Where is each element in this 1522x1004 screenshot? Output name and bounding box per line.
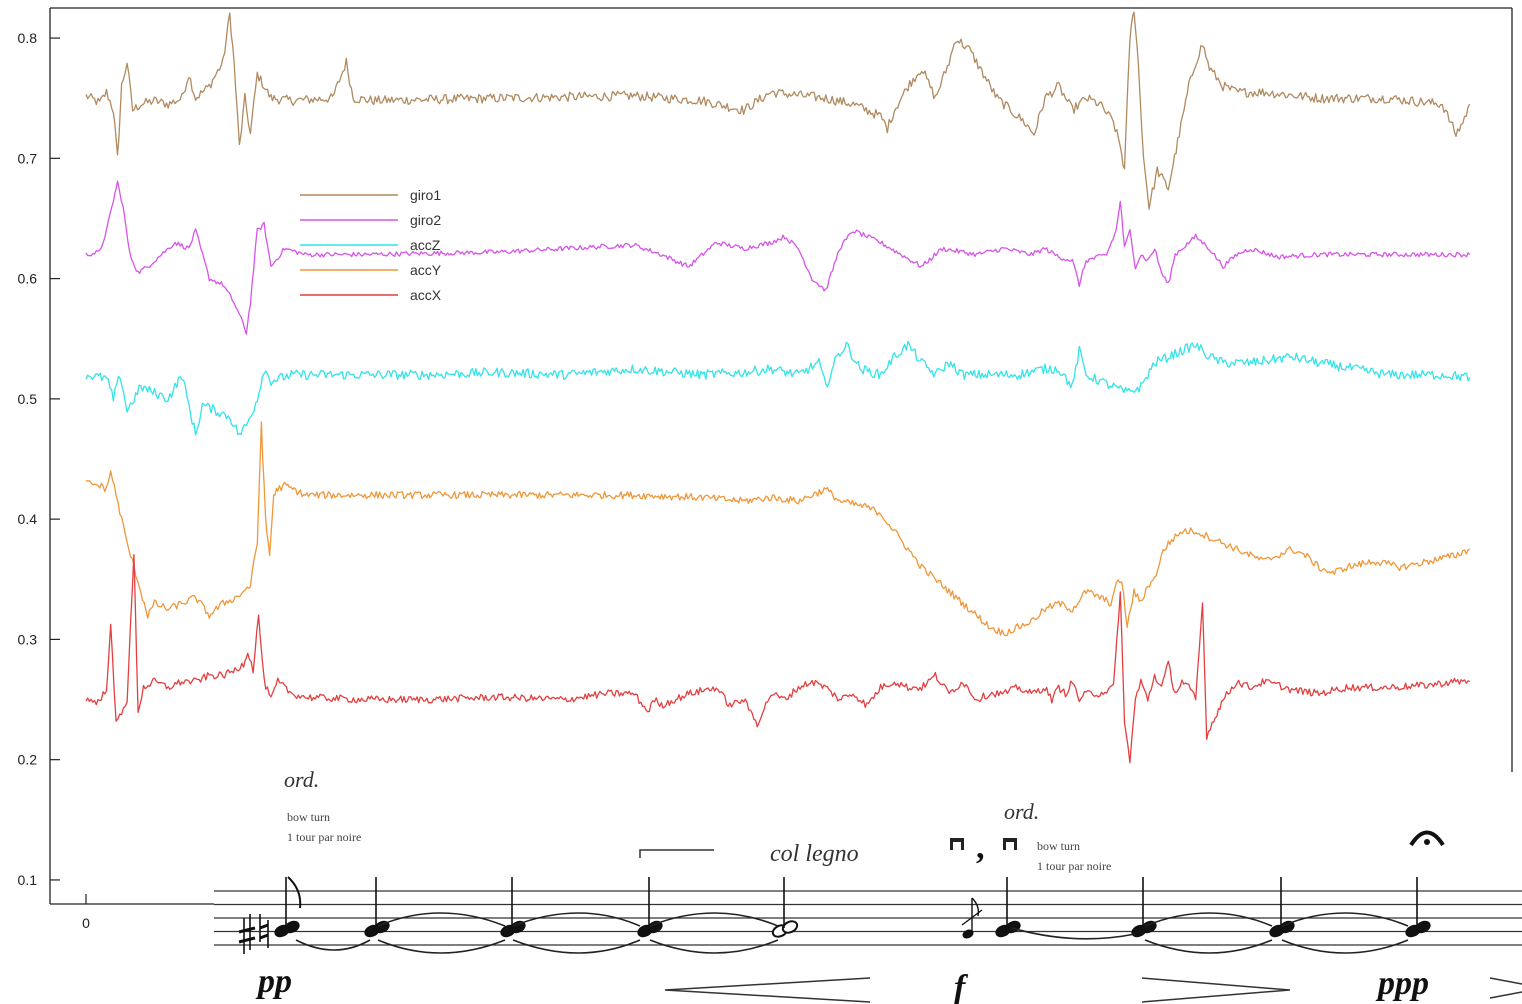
hairpins: [664, 977, 1522, 1003]
series-line-accZ: [85, 340, 1471, 436]
y-tick-label: 0.3: [18, 631, 38, 647]
x-axis-ticks: 0: [82, 894, 90, 931]
y-tick-label: 0.5: [18, 391, 38, 407]
tie: [1281, 912, 1409, 927]
x-tick-label: 0: [82, 915, 90, 931]
down-bow-icon: [950, 838, 964, 850]
expression-bow-turn-2: bow turn: [1037, 839, 1080, 853]
grace-note: [961, 897, 983, 939]
down-bow-symbols: [950, 838, 1017, 850]
series-layer: [85, 11, 1471, 764]
notehead: [284, 920, 300, 934]
expression-bow-turn-1: bow turn: [287, 810, 330, 824]
accidental-sharp: [238, 914, 256, 954]
expression-ord-1: ord.: [284, 767, 319, 792]
col-legno-bracket: [639, 849, 714, 858]
breath-comma-mark: ,: [976, 829, 985, 866]
notehead: [647, 920, 663, 934]
dynamic-ppp: ppp: [1375, 965, 1429, 1002]
notehead: [1141, 920, 1157, 934]
y-tick-label: 0.4: [18, 511, 38, 527]
notehead-pair: [1269, 877, 1295, 938]
notehead: [510, 920, 526, 934]
series-line-giro2: [85, 180, 1471, 335]
y-tick-label: 0.8: [18, 30, 38, 46]
decrescendo-hairpin-partial: [1489, 977, 1522, 985]
notehead: [781, 920, 799, 934]
decrescendo-hairpin: [1141, 977, 1291, 1003]
dynamic-f: f: [954, 969, 969, 1004]
legend-label-accZ: accZ: [410, 237, 441, 253]
tie: [1144, 939, 1273, 954]
staff-lines: [214, 890, 1522, 946]
y-axis-ticks: 0.1 0.2 0.3 0.4 0.5 0.6 0.7 0.8: [18, 30, 60, 888]
notehead: [1279, 920, 1295, 934]
decrescendo-hairpin-partial: [1489, 991, 1522, 999]
expression-tour-1: 1 tour par noire: [287, 830, 361, 844]
fermata-icon: [1409, 830, 1445, 847]
notehead-pair: [364, 877, 390, 938]
dynamic-pp: pp: [255, 963, 292, 1000]
notehead-pair: [995, 877, 1021, 938]
note-flag: [287, 876, 302, 909]
legend-label-giro2: giro2: [410, 212, 441, 228]
notehead-pair: [274, 877, 300, 938]
series-line-accY: [85, 421, 1471, 637]
tie: [377, 939, 506, 954]
note-group: [274, 877, 1431, 938]
y-tick-label: 0.1: [18, 872, 38, 888]
y-tick-label: 0.6: [18, 271, 38, 287]
notehead-pair: [1131, 877, 1157, 938]
notehead-pair: [771, 877, 799, 938]
tie: [1281, 939, 1409, 954]
notehead-pair: [1405, 877, 1431, 938]
series-line-giro1: [85, 11, 1471, 210]
notehead-pair: [500, 877, 526, 938]
legend-label-accX: accX: [410, 287, 442, 303]
tie: [1011, 927, 1136, 940]
notehead-pair: [637, 877, 663, 938]
tie: [377, 912, 506, 927]
tie: [649, 912, 779, 927]
down-bow-icon: [1003, 838, 1017, 850]
legend-label-giro1: giro1: [410, 187, 441, 203]
expression-ord-2: ord.: [1004, 799, 1039, 824]
expression-col-legno: col legno: [770, 841, 859, 867]
tie: [295, 939, 371, 951]
score-background: [214, 772, 1522, 1004]
tie: [512, 912, 641, 927]
y-tick-label: 0.2: [18, 752, 38, 768]
tie: [512, 939, 641, 954]
accidental-natural: [259, 914, 269, 948]
tie: [1144, 912, 1273, 927]
y-tick-label: 0.7: [18, 150, 38, 166]
legend-label-accY: accY: [410, 262, 442, 278]
notehead: [1415, 920, 1431, 934]
music-score: ord. bow turn 1 tour par noire col legno…: [214, 767, 1522, 1004]
crescendo-hairpin: [664, 977, 871, 1003]
plot-frame: [49, 7, 1513, 905]
series-line-accX: [85, 554, 1470, 764]
legend: giro1 giro2 accZ accY accX: [300, 187, 442, 303]
notehead: [374, 920, 390, 934]
tie: [649, 939, 779, 954]
ties: [295, 912, 1409, 954]
expression-tour-2: 1 tour par noire: [1037, 859, 1111, 873]
